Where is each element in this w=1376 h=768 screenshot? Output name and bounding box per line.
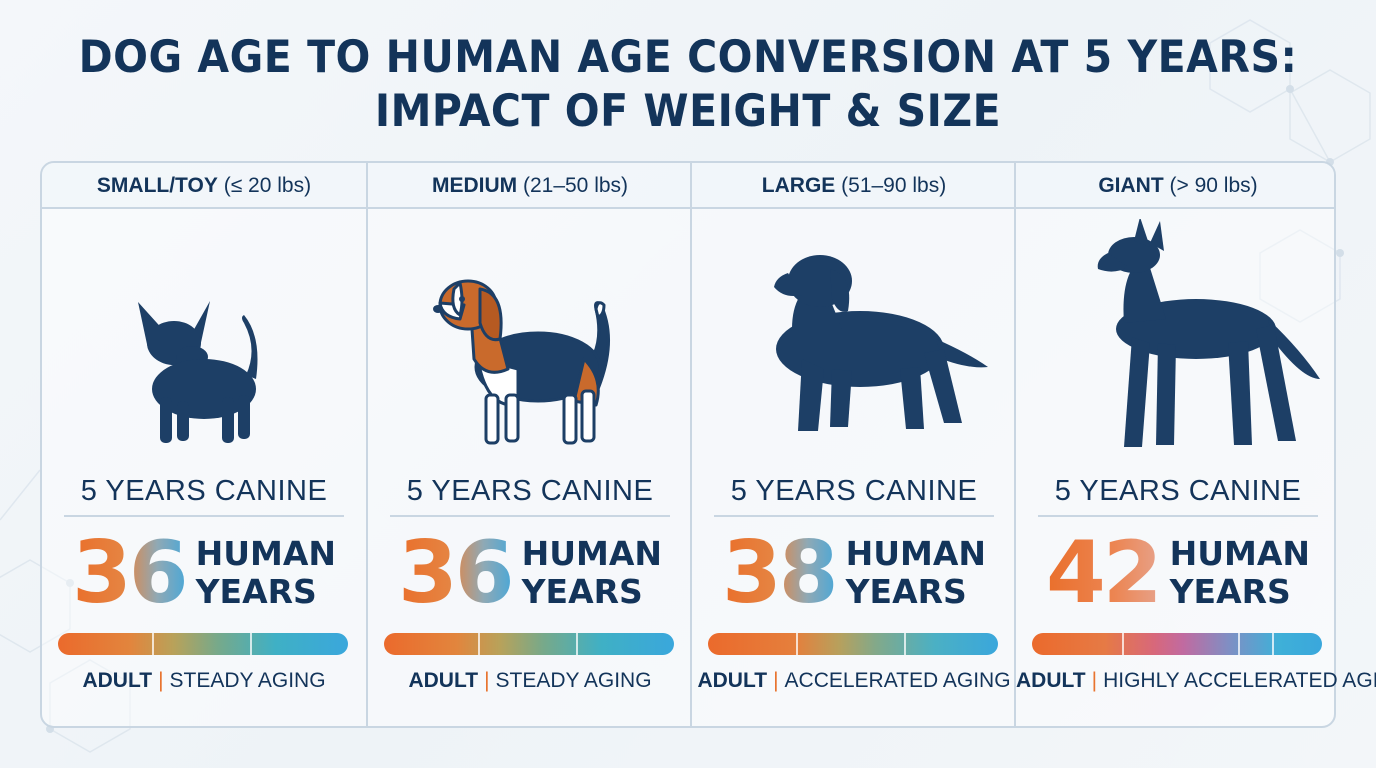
human-age-row: 36 HUMAN YEARS: [42, 523, 366, 623]
human-label: HUMAN: [1169, 534, 1311, 573]
column-medium: MEDIUM (21–50 lbs) 5: [366, 163, 692, 726]
title-line-2: IMPACT OF WEIGHT & SIZE: [374, 85, 1002, 137]
divider: [714, 515, 994, 517]
column-large: LARGE (51–90 lbs) 5 YEARS CANINE 38 HUMA: [690, 163, 1016, 726]
human-age-value: 36: [71, 523, 189, 623]
human-years-label: HUMAN YEARS: [1170, 535, 1310, 611]
human-years-label: HUMAN YEARS: [846, 535, 986, 611]
stage-label: ADULT: [1016, 669, 1086, 692]
labrador-icon: [774, 255, 988, 431]
life-stage: ADULT | ACCELERATED AGING: [697, 669, 1011, 692]
canine-age-label: 5 YEARS CANINE: [1054, 475, 1302, 507]
human-label: HUMAN: [845, 534, 987, 573]
column-giant: GIANT (> 90 lbs) 5 YEARS CANINE 42: [1014, 163, 1376, 726]
category-label: GIANT: [1098, 174, 1164, 197]
human-years-label: HUMAN YEARS: [196, 535, 336, 611]
comparison-panel: SMALL/TOY (≤ 20 lbs) 5 YEARS CANINE 36 H: [40, 161, 1376, 728]
stage-label: ADULT: [82, 669, 153, 692]
canine-age-label: 5 YEARS CANINE: [80, 475, 328, 507]
human-age-value: 38: [721, 523, 839, 623]
human-label: HUMAN: [195, 534, 337, 573]
life-stage: ADULT | STEADY AGING: [408, 669, 652, 692]
weight-label: (21–50 lbs): [522, 174, 629, 197]
aging-label: STEADY AGING: [169, 669, 326, 692]
life-stage: ADULT|HIGHLY ACCELERATED AGING: [1016, 669, 1376, 693]
human-years-label: HUMAN YEARS: [522, 535, 662, 611]
canine-age-label: 5 YEARS CANINE: [730, 475, 978, 507]
title-line-1: DOG AGE TO HUMAN AGE CONVERSION AT 5 YEA…: [78, 31, 1298, 83]
years-label: YEARS: [195, 572, 317, 611]
canine-age-label: 5 YEARS CANINE: [406, 475, 654, 507]
aging-gradient-bar: [384, 633, 674, 655]
page-title: DOG AGE TO HUMAN AGE CONVERSION AT 5 YEA…: [0, 30, 1376, 138]
category-label: SMALL/TOY: [96, 174, 218, 197]
divider: [1038, 515, 1318, 517]
weight-label: (51–90 lbs): [841, 174, 947, 197]
header-band: [42, 163, 1334, 209]
life-stage: ADULT | STEADY AGING: [82, 669, 326, 692]
years-label: YEARS: [521, 572, 643, 611]
weight-label: (≤ 20 lbs): [223, 174, 312, 197]
great-dane-icon: [1097, 219, 1320, 447]
aging-label: HIGHLY ACCELERATED AGING: [1103, 669, 1376, 692]
category-label: MEDIUM: [431, 174, 518, 197]
column-header: MEDIUM (21–50 lbs): [368, 163, 692, 209]
aging-gradient-bar: [58, 633, 348, 655]
human-age-value: 42: [1045, 523, 1163, 623]
stage-label: ADULT: [697, 669, 768, 692]
human-age-row: 42 HUMAN YEARS: [1016, 523, 1340, 623]
human-label: HUMAN: [521, 534, 663, 573]
column-header: LARGE (51–90 lbs): [692, 163, 1016, 209]
chihuahua-icon: [138, 301, 258, 443]
years-label: YEARS: [1169, 572, 1291, 611]
human-age-row: 38 HUMAN YEARS: [692, 523, 1016, 623]
column-header: SMALL/TOY (≤ 20 lbs): [42, 163, 366, 209]
aging-label: ACCELERATED AGING: [784, 669, 1011, 692]
stage-label: ADULT: [408, 669, 479, 692]
divider: [64, 515, 344, 517]
aging-gradient-bar: [708, 633, 998, 655]
aging-label: STEADY AGING: [495, 669, 652, 692]
divider: [390, 515, 670, 517]
aging-gradient-bar: [1032, 633, 1322, 655]
column-small-toy: SMALL/TOY (≤ 20 lbs) 5 YEARS CANINE 36 H: [42, 163, 366, 726]
category-label: LARGE: [761, 174, 836, 197]
years-label: YEARS: [845, 572, 967, 611]
column-header: GIANT (> 90 lbs): [1016, 163, 1340, 209]
human-age-row: 36 HUMAN YEARS: [368, 523, 692, 623]
human-age-value: 36: [397, 523, 515, 623]
beagle-icon: [433, 279, 610, 445]
weight-label: (> 90 lbs): [1169, 174, 1258, 197]
